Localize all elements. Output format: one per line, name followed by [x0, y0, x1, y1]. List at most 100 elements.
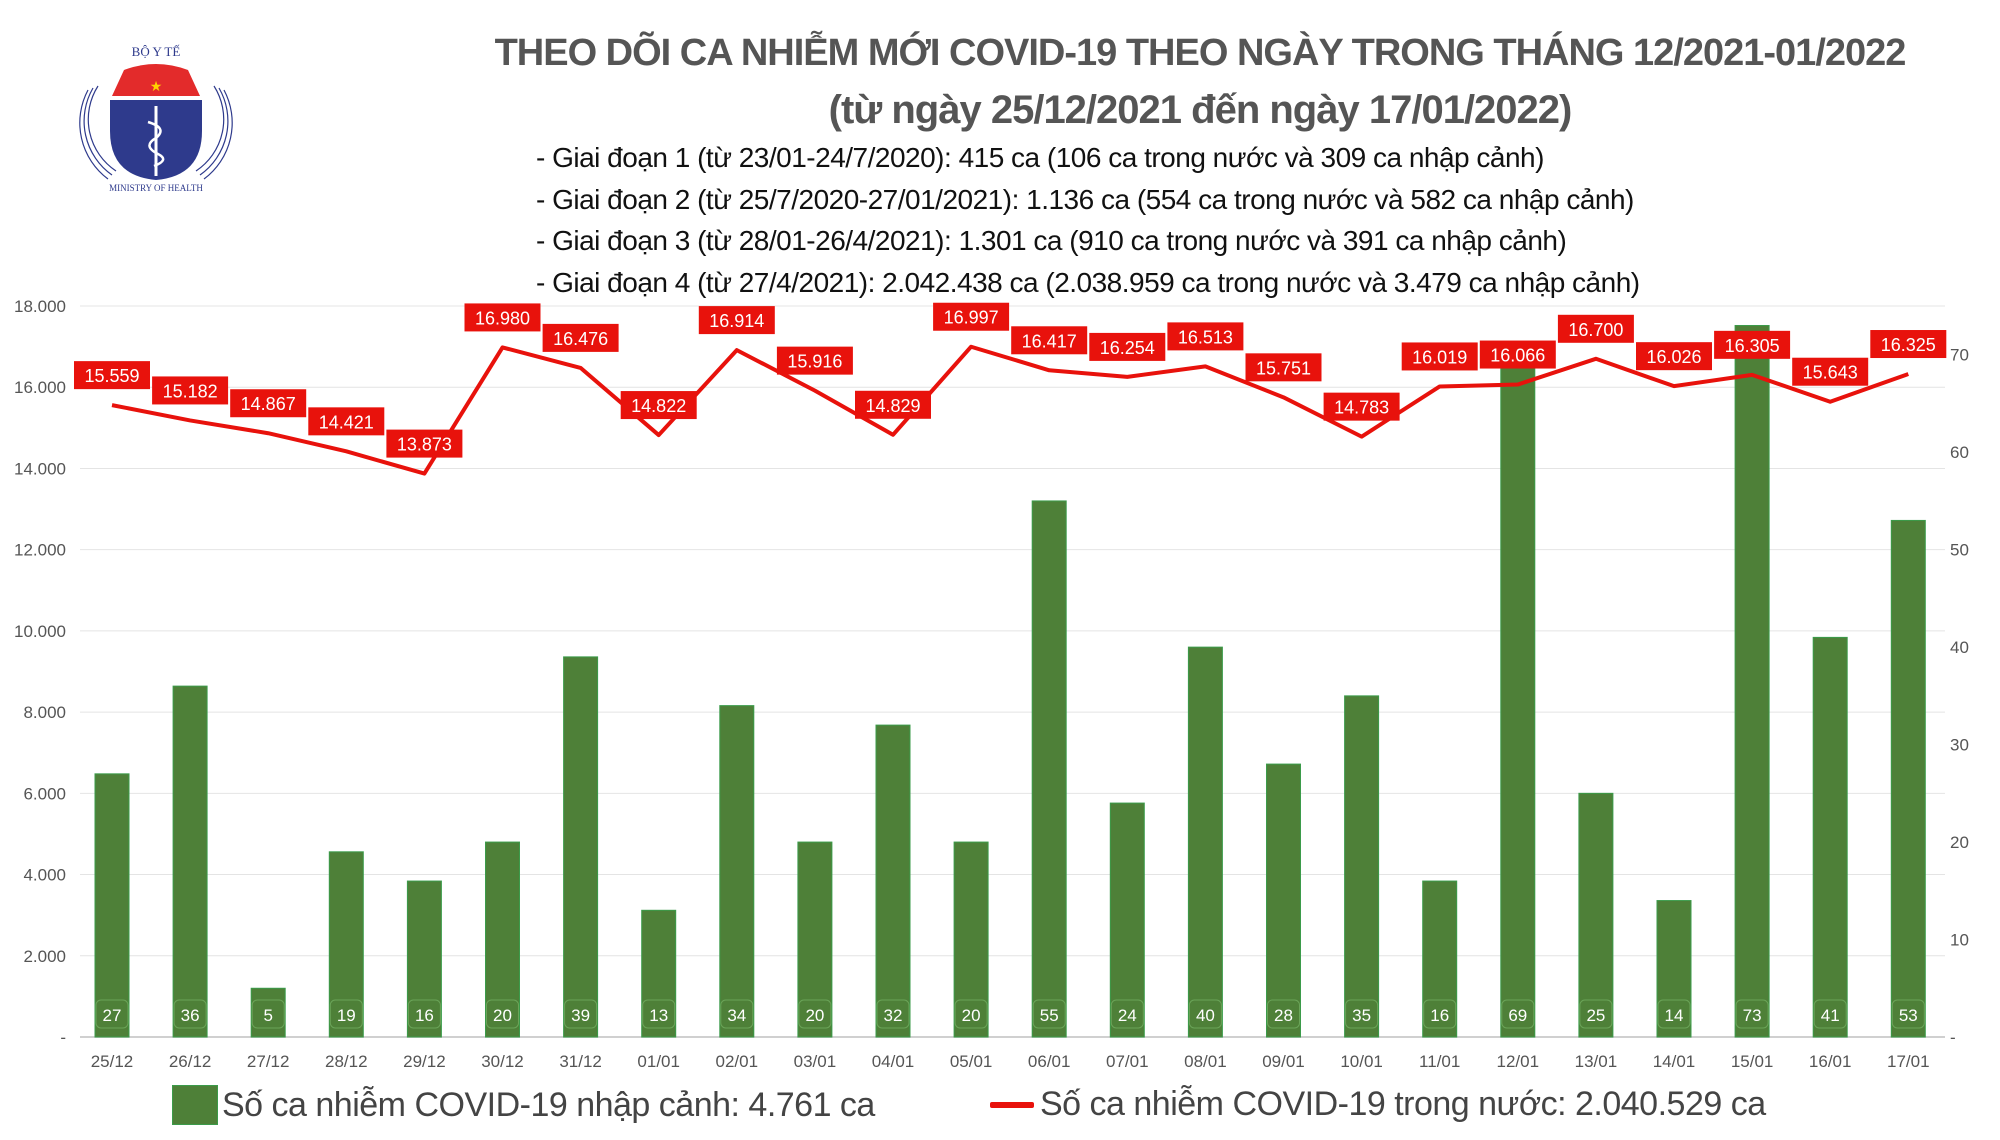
line-value-box — [386, 429, 463, 458]
line-value-label: 16.980 — [475, 308, 530, 328]
x-axis-tick-label: 25/12 — [91, 1052, 134, 1071]
bar-value-label: 69 — [1508, 1006, 1527, 1025]
bar-value-label: 36 — [181, 1006, 200, 1025]
line-value-label: 15.916 — [787, 352, 842, 372]
bar-value-label: 5 — [263, 1006, 272, 1025]
x-axis-tick-label: 01/01 — [637, 1052, 680, 1071]
line-value-box — [1557, 314, 1634, 343]
bar-value-label: 32 — [884, 1006, 903, 1025]
left-axis-tick-label: 6.000 — [23, 784, 66, 803]
line-value-label: 14.421 — [319, 412, 374, 432]
bar — [563, 656, 599, 1038]
right-axis-tick-label: 40 — [1950, 638, 1969, 657]
bar-value-label: 39 — [571, 1006, 590, 1025]
phase-1-note: - Giai đoạn 1 (từ 23/01-24/7/2020): 415 … — [536, 142, 1544, 173]
bar-value-box — [954, 999, 988, 1029]
line-value-box — [1714, 330, 1791, 359]
bar — [719, 705, 755, 1038]
svg-text:MINISTRY OF HEALTH: MINISTRY OF HEALTH — [109, 183, 203, 192]
line-value-label: 16.019 — [1412, 347, 1467, 367]
x-axis-tick-label: 27/12 — [247, 1052, 290, 1071]
bar-value-label: 40 — [1196, 1006, 1215, 1025]
bar-value-box — [1345, 999, 1379, 1029]
legend-item-imported: Số ca nhiễm COVID-19 nhập cảnh: 4.761 ca — [172, 1085, 875, 1125]
line-value-box — [1245, 353, 1322, 382]
bar-value-box — [720, 999, 754, 1029]
bar-value-box — [1891, 999, 1925, 1029]
line-value-label: 16.325 — [1881, 335, 1936, 355]
bar — [875, 724, 911, 1038]
bar-value-label: 19 — [337, 1006, 356, 1025]
x-axis-tick-label: 12/01 — [1497, 1052, 1540, 1071]
line-value-box — [464, 303, 541, 332]
x-axis-tick-label: 05/01 — [950, 1052, 993, 1071]
line-value-label: 14.783 — [1334, 398, 1389, 418]
bar-value-box — [486, 999, 519, 1029]
left-axis-tick-label: 4.000 — [23, 866, 66, 885]
bar-value-box — [329, 999, 363, 1029]
bar-value-label: 27 — [103, 1006, 122, 1025]
line-value-label: 14.829 — [865, 396, 920, 416]
x-axis-tick-label: 11/01 — [1419, 1052, 1460, 1071]
x-axis-tick-label: 10/01 — [1340, 1052, 1383, 1071]
line-value-label: 15.643 — [1803, 363, 1858, 383]
line-value-label: 13.873 — [397, 435, 452, 455]
right-axis-tick-label: 20 — [1950, 833, 1969, 852]
bar-value-label: 35 — [1352, 1006, 1371, 1025]
line-value-box — [776, 346, 853, 375]
ministry-of-health-logo: ★ BỘ Y TẾ MINISTRY OF HEALTH — [79, 44, 233, 192]
left-axis-tick-label: 8.000 — [23, 703, 66, 722]
bar — [1344, 695, 1380, 1038]
bar-value-label: 16 — [415, 1006, 434, 1025]
bar-value-box — [798, 999, 832, 1029]
bar-value-box — [407, 999, 441, 1029]
bar-value-label: 16 — [1430, 1006, 1449, 1025]
bar-value-label: 13 — [649, 1006, 668, 1025]
bar-value-label: 14 — [1665, 1006, 1684, 1025]
domestic-cases-line — [111, 344, 1909, 476]
bar-value-box — [1188, 999, 1222, 1029]
legend-swatch-bar — [172, 1085, 218, 1125]
line-value-box — [1401, 342, 1478, 371]
bar-value-box — [564, 999, 598, 1029]
bar-value-label: 24 — [1118, 1006, 1137, 1025]
line-value-box — [1323, 392, 1400, 421]
line-value-label: 15.751 — [1256, 358, 1311, 378]
line-value-box — [1167, 322, 1244, 351]
x-axis-tick-label: 31/12 — [559, 1052, 602, 1071]
line-value-label: 15.559 — [84, 366, 139, 386]
line-value-box — [230, 389, 307, 418]
bar-value-box — [173, 999, 207, 1029]
x-axis-tick-label: 14/01 — [1653, 1052, 1696, 1071]
bar — [1890, 519, 1926, 1038]
line-value-box — [1479, 340, 1556, 369]
bar-value-label: 34 — [727, 1006, 746, 1025]
right-axis-tick-label: 70 — [1950, 346, 1969, 365]
left-axis-tick-label: 10.000 — [14, 622, 66, 641]
line-value-label: 14.867 — [241, 394, 296, 414]
right-axis-tick-label: 50 — [1950, 541, 1969, 560]
left-axis-tick-label: 14.000 — [14, 459, 66, 478]
phase-3-note: - Giai đoạn 3 (từ 28/01-26/4/2021): 1.30… — [536, 225, 1567, 256]
line-value-box — [933, 302, 1010, 331]
line-value-box — [698, 306, 775, 335]
legend-label-domestic: Số ca nhiễm COVID-19 trong nước: 2.040.5… — [1040, 1085, 1766, 1123]
line-value-label: 16.066 — [1490, 346, 1545, 366]
line-value-box — [1792, 357, 1869, 386]
line-value-box — [152, 376, 229, 405]
line-value-box — [542, 323, 619, 352]
x-axis-tick-label: 30/12 — [481, 1052, 524, 1071]
phase-2-note: - Giai đoạn 2 (từ 25/7/2020-27/01/2021):… — [536, 184, 1634, 215]
left-axis-tick-label: 2.000 — [23, 947, 66, 966]
x-axis-tick-label: 13/01 — [1575, 1052, 1618, 1071]
left-axis-tick-label: 16.000 — [14, 378, 66, 397]
line-value-label: 16.700 — [1568, 320, 1623, 340]
bar-value-box — [1423, 999, 1457, 1029]
bar-value-box — [876, 999, 910, 1029]
bar-value-label: 20 — [805, 1006, 824, 1025]
legend-item-domestic: Số ca nhiễm COVID-19 trong nước: 2.040.5… — [990, 1085, 1766, 1124]
bar — [1266, 763, 1301, 1038]
line-value-label: 16.417 — [1022, 331, 1077, 351]
bar — [1031, 500, 1067, 1038]
